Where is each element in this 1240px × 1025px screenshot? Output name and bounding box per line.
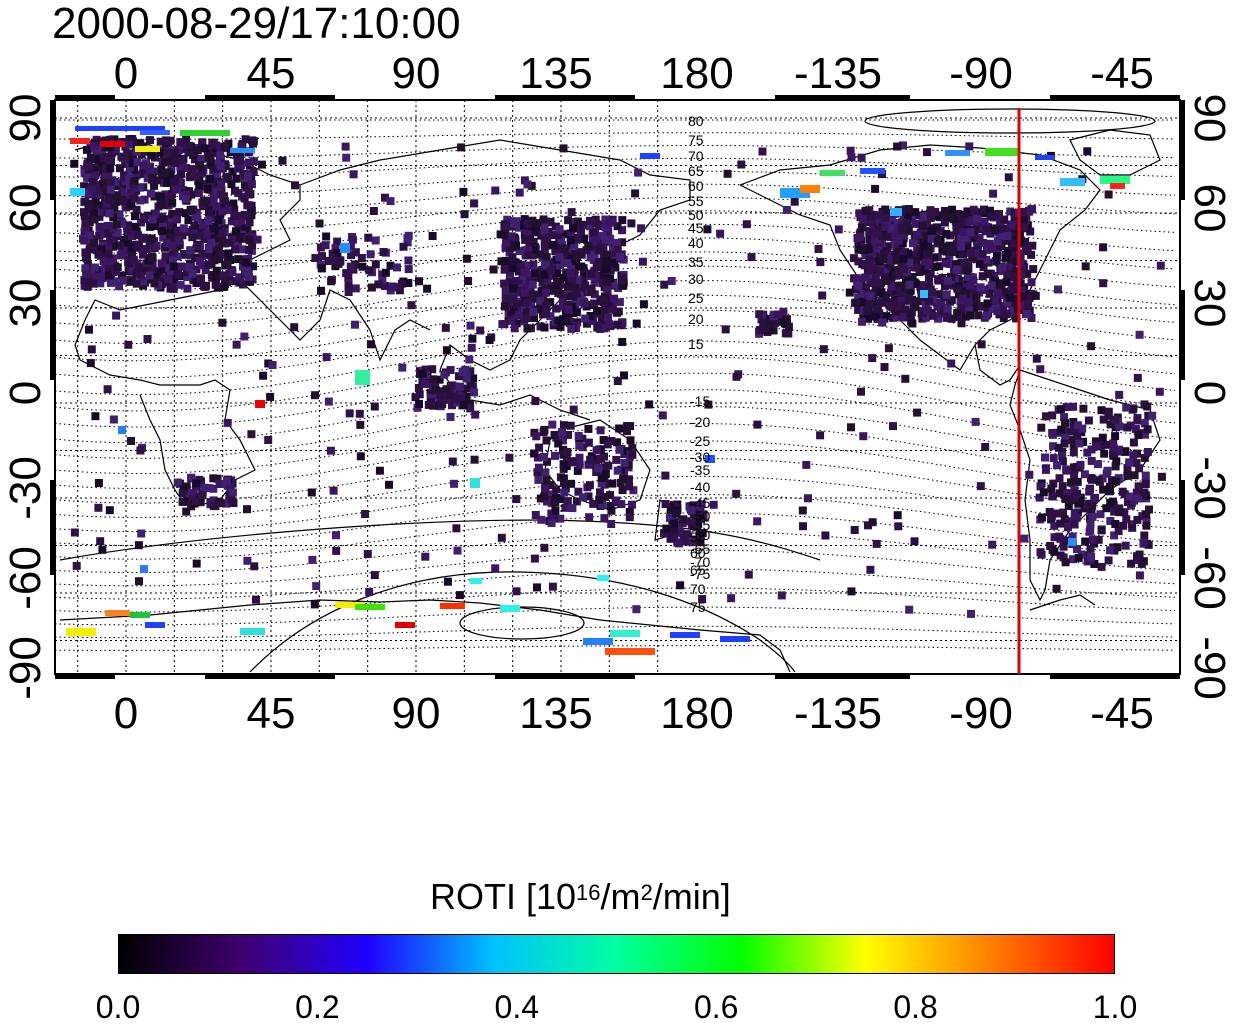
bottom-longitude-label: 90 xyxy=(392,689,441,738)
top-longitude-label: 0 xyxy=(114,49,138,98)
colorbar-tick-label: 1.0 xyxy=(1092,989,1138,1025)
contour-line xyxy=(55,309,1176,379)
contour-labels: 8075706560555045403530252015-15-20-25-30… xyxy=(688,113,710,615)
contour-label: -30 xyxy=(690,449,710,465)
contour-line xyxy=(55,294,1176,362)
top-longitude-label: -45 xyxy=(1090,49,1154,98)
colorbar-title: ROTI [1016/m2/min] xyxy=(430,876,731,917)
contour-line xyxy=(55,356,1176,428)
contour-label: 65 xyxy=(688,163,704,179)
bottom-longitude-label: 0 xyxy=(114,689,138,738)
contour-line xyxy=(55,340,1176,412)
map-timestamp-title: 2000-08-29/17:10:00 xyxy=(52,0,461,48)
bottom-longitude-label: 45 xyxy=(247,689,296,738)
contour-label: 20 xyxy=(688,311,704,327)
south-midlat-contour xyxy=(59,519,821,561)
contour-label: 55 xyxy=(690,529,706,545)
north-magnetic-pole-contour xyxy=(864,108,1156,134)
contour-line xyxy=(55,389,1176,459)
contour-label: -60 xyxy=(690,527,710,543)
coast-south-america xyxy=(1009,369,1161,602)
left-latitude-label: 90 xyxy=(1,94,50,143)
contour-label: 15 xyxy=(688,336,704,352)
contour-line xyxy=(55,512,1176,560)
contour-label: 35 xyxy=(688,254,704,270)
contour-label: -50 xyxy=(690,508,710,524)
left-latitude-label: 30 xyxy=(1,279,50,328)
bottom-longitude-label: 135 xyxy=(519,689,592,738)
bottom-longitude-label: 180 xyxy=(660,689,733,738)
contour-label: 40 xyxy=(688,235,704,251)
contour-line xyxy=(55,530,1176,574)
contour-label: -35 xyxy=(690,462,710,478)
contour-line xyxy=(55,372,1176,444)
contour-label: -45 xyxy=(690,495,710,511)
left-latitude-label: -90 xyxy=(1,636,50,700)
contour-label: 65 xyxy=(690,562,706,578)
contour-line xyxy=(55,406,1176,474)
colorbar-tick-label: 0.8 xyxy=(893,989,938,1025)
contour-label: -40 xyxy=(690,479,710,495)
contour-label: 60 xyxy=(688,178,704,194)
top-longitude-label: -135 xyxy=(794,49,882,98)
colorbar-gradient xyxy=(118,934,1115,974)
contour-line xyxy=(55,475,1176,533)
top-longitude-label: -90 xyxy=(949,49,1013,98)
contour-label: 50 xyxy=(688,207,704,223)
right-latitude-label: 30 xyxy=(1185,279,1234,328)
left-latitude-label: 0 xyxy=(1,381,50,405)
right-latitude-label: -30 xyxy=(1185,456,1234,520)
top-longitude-label: 135 xyxy=(519,49,592,98)
frame-tick-bars xyxy=(50,95,1185,679)
coastlines xyxy=(59,129,1161,673)
colorbar-tick-label: 0.2 xyxy=(295,989,340,1025)
right-latitude-label: -60 xyxy=(1185,546,1234,610)
contour-label: 70 xyxy=(688,148,704,164)
right-latitude-label: 60 xyxy=(1185,184,1234,233)
coast-antarctic-peninsula xyxy=(1029,594,1096,611)
contour-label: 25 xyxy=(688,290,704,306)
axis-labels: 0 45 90 135 180 -135 -90 -450 45 90 135 180 -135 -90-… xyxy=(1,49,1234,738)
contour-label: -25 xyxy=(690,433,710,449)
contour-label: -20 xyxy=(690,414,710,430)
left-latitude-label: -30 xyxy=(1,456,50,520)
colorbar-tick-label: 0.4 xyxy=(494,989,540,1025)
right-latitude-label: 90 xyxy=(1185,94,1234,143)
left-latitude-label: -60 xyxy=(1,546,50,610)
contour-label: -55 xyxy=(690,517,710,533)
contour-label: 55 xyxy=(688,193,704,209)
bottom-longitude-label: -135 xyxy=(794,689,882,738)
coast-middle-east xyxy=(239,279,431,362)
contour-label: -70 xyxy=(690,554,710,570)
right-latitude-label: -90 xyxy=(1185,636,1234,700)
top-longitude-label: 90 xyxy=(392,49,441,98)
contour-label: 60 xyxy=(690,545,706,561)
contour-label: -15 xyxy=(690,393,710,409)
contour-label: 45 xyxy=(688,220,704,236)
top-longitude-label: 180 xyxy=(660,49,733,98)
roti-data-pixels xyxy=(66,126,1166,655)
coast-greenland xyxy=(1069,129,1161,176)
roti-map: 8075706560555045403530252015-15-20-25-30… xyxy=(1,49,1234,738)
contour-label: -65 xyxy=(690,541,710,557)
contour-line xyxy=(55,325,1176,396)
contour-label: 75 xyxy=(688,132,704,148)
bottom-longitude-label: -45 xyxy=(1090,689,1154,738)
contour-label: 70 xyxy=(690,581,706,597)
coast-asia xyxy=(299,139,691,391)
bottom-longitude-label: -90 xyxy=(949,689,1013,738)
south-magnetic-pole-contour xyxy=(459,606,585,640)
colorbar-tick-label: 0.0 xyxy=(95,989,141,1025)
colorbar-tick-label: 0.6 xyxy=(693,989,739,1025)
right-latitude-label: 0 xyxy=(1185,381,1234,405)
contour-label: 30 xyxy=(688,271,704,287)
left-latitude-label: 60 xyxy=(1,184,50,233)
contour-label: 80 xyxy=(688,113,704,129)
contour-label: -75 xyxy=(690,566,710,582)
top-longitude-label: 45 xyxy=(247,49,296,98)
contour-label: 75 xyxy=(690,599,706,615)
